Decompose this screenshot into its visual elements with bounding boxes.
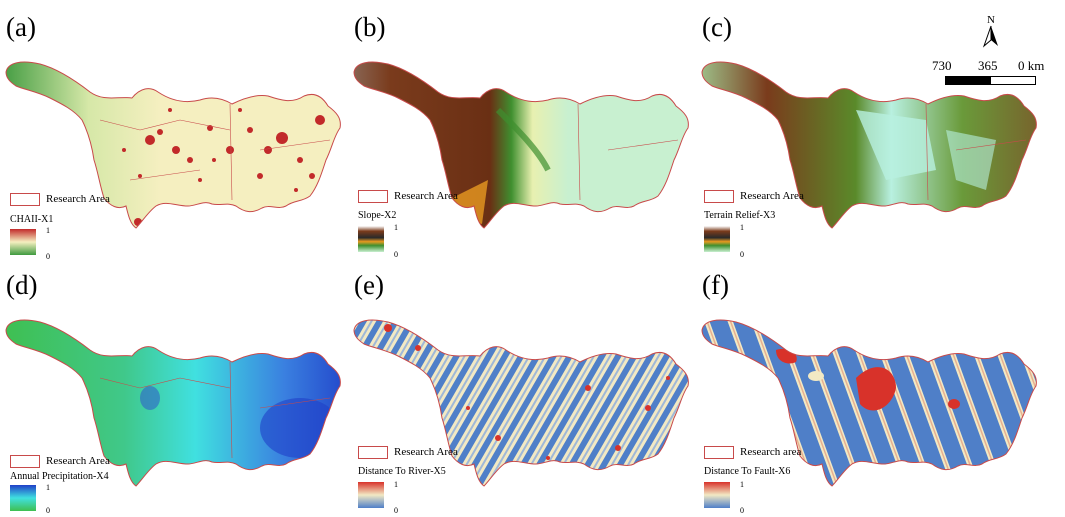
color-ramp xyxy=(10,229,36,255)
ramp-max: 1 xyxy=(740,223,744,232)
panel-label: (f) xyxy=(702,270,729,300)
ramp-max: 1 xyxy=(394,480,398,489)
legend-research-area-swatch xyxy=(10,193,40,206)
panel-b: (b) Research Area Slope-X2 1 0 xyxy=(348,0,703,259)
panel-f: (f) Research area Distance To Fault-X6 1… xyxy=(696,258,1051,516)
map-chaii xyxy=(5,61,341,229)
ramp-max: 1 xyxy=(46,483,50,492)
variable-label: Distance To Fault-X6 xyxy=(704,466,791,477)
legend-research-area: Research Area xyxy=(394,446,458,458)
legend-research-area: Research Area xyxy=(740,190,804,202)
color-ramp xyxy=(704,226,730,252)
legend-research-area-swatch xyxy=(358,446,388,459)
color-ramp xyxy=(704,482,730,508)
ramp-min: 0 xyxy=(46,252,50,261)
variable-label: Terrain Relief-X3 xyxy=(704,210,776,221)
variable-label: Distance To River-X5 xyxy=(358,466,446,477)
scale-label-0km: 0 km xyxy=(1018,58,1045,73)
panel-label: (a) xyxy=(6,12,36,42)
ramp-max: 1 xyxy=(740,480,744,489)
variable-label: Slope-X2 xyxy=(358,210,397,221)
north-arrow-icon: N xyxy=(982,14,998,48)
panel-label: (e) xyxy=(354,270,384,300)
legend-research-area-swatch xyxy=(704,446,734,459)
ramp-min: 0 xyxy=(740,250,744,259)
ramp-max: 1 xyxy=(394,223,398,232)
legend-research-area: Research Area xyxy=(46,193,110,205)
legend-research-area: Research Area xyxy=(394,190,458,202)
panel-e: (e) Research Area Distance To River-X5 1… xyxy=(348,258,703,516)
panel-a: (a) Research Area CHAII-X1 1 0 xyxy=(0,0,355,261)
panel-label: (c) xyxy=(702,12,732,42)
legend-research-area-swatch xyxy=(10,455,40,468)
map-distance-to-fault xyxy=(701,319,1037,487)
ramp-min: 0 xyxy=(394,250,398,259)
ramp-min: 0 xyxy=(740,506,744,515)
panel-label: (b) xyxy=(354,12,386,42)
panel-label: (d) xyxy=(6,270,38,300)
legend-research-area: Research Area xyxy=(46,455,110,467)
scale-label-730: 730 xyxy=(932,58,952,73)
variable-label: CHAII-X1 xyxy=(10,214,54,225)
ramp-min: 0 xyxy=(46,506,50,515)
panel-d: (d) Research Area Annual Precipitation-X… xyxy=(0,258,355,516)
legend-research-area: Research area xyxy=(740,446,802,458)
ramp-min: 0 xyxy=(394,506,398,515)
scale-label-365: 365 xyxy=(978,58,998,73)
legend-research-area-swatch xyxy=(358,190,388,203)
map-terrain-relief xyxy=(701,61,1037,229)
color-ramp xyxy=(358,226,384,252)
north-letter: N xyxy=(987,14,995,26)
map-slope xyxy=(353,61,689,229)
scale-bar xyxy=(945,76,1036,85)
map-annual-precipitation xyxy=(5,319,341,487)
ramp-max: 1 xyxy=(46,226,50,235)
color-ramp xyxy=(10,485,36,511)
panel-c: (c) Research Area Terrain Relief-X3 1 0 xyxy=(696,0,1051,259)
variable-label: Annual Precipitation-X4 xyxy=(10,471,109,482)
color-ramp xyxy=(358,482,384,508)
map-distance-to-river xyxy=(353,319,689,487)
legend-research-area-swatch xyxy=(704,190,734,203)
